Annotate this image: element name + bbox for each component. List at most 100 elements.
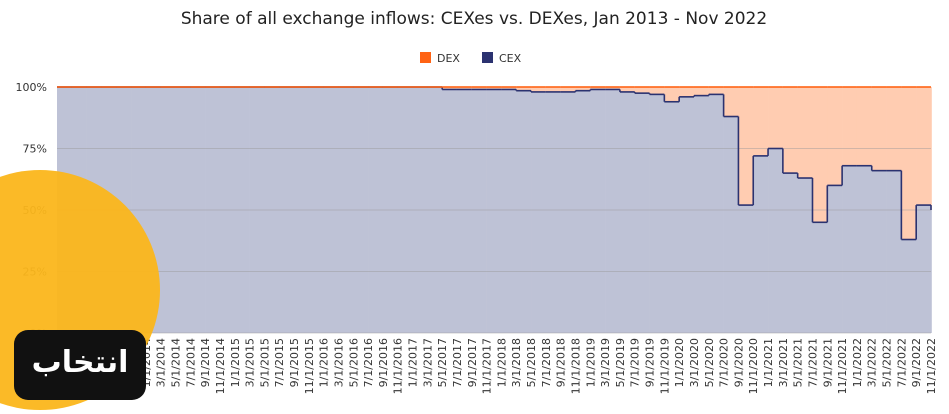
area-segment xyxy=(842,165,858,333)
area-segment xyxy=(649,94,665,333)
area-segment xyxy=(738,87,754,206)
area-segment xyxy=(456,87,473,90)
area-segment xyxy=(560,91,576,333)
area-segment xyxy=(590,89,606,334)
x-tick-label: 9/1/2020 xyxy=(732,338,745,387)
x-tick-label: 3/1/2022 xyxy=(866,338,879,387)
x-tick-label: 5/1/2022 xyxy=(881,338,894,387)
x-tick-label: 7/1/2017 xyxy=(451,338,464,387)
y-tick-label: 100% xyxy=(16,81,47,94)
x-tick-label: 7/1/2018 xyxy=(540,338,553,387)
area-segment xyxy=(693,87,710,96)
area-segment xyxy=(797,87,813,179)
x-tick-label: 3/1/2017 xyxy=(421,338,434,387)
area-segment xyxy=(842,87,858,166)
x-tick-label: 9/1/2015 xyxy=(288,338,301,387)
area-segment xyxy=(471,87,487,90)
area-segment xyxy=(886,87,902,171)
area-segment xyxy=(723,87,739,117)
x-tick-label: 9/1/2018 xyxy=(555,338,568,387)
area-segment xyxy=(693,95,710,333)
x-tick-label: 11/1/2019 xyxy=(658,338,671,394)
area-segment xyxy=(886,170,902,333)
x-tick-label: 9/1/2019 xyxy=(644,338,657,387)
x-tick-label: 7/1/2014 xyxy=(184,338,197,387)
area-segment xyxy=(827,185,843,333)
area-segment xyxy=(708,87,724,95)
area-segment xyxy=(723,116,739,334)
area-segment xyxy=(531,91,547,333)
legend-swatch xyxy=(420,52,431,63)
watermark: انتخاب xyxy=(0,170,160,410)
x-tick-label: 3/1/2021 xyxy=(777,338,790,387)
x-tick-label: 11/1/2015 xyxy=(303,338,316,394)
x-tick-label: 11/1/2016 xyxy=(392,338,405,394)
x-tick-label: 3/1/2016 xyxy=(332,338,345,387)
watermark-box xyxy=(14,330,146,400)
legend-label: DEX xyxy=(437,52,460,65)
x-tick-label: 11/1/2014 xyxy=(214,338,227,394)
area-segment xyxy=(486,87,502,90)
area-segment xyxy=(545,91,561,333)
x-tick-label: 5/1/2015 xyxy=(258,338,271,387)
area-segment xyxy=(708,94,724,333)
area-segment xyxy=(827,87,843,186)
area-segment xyxy=(516,87,532,91)
x-tick-label: 5/1/2020 xyxy=(703,338,716,387)
area-segment xyxy=(590,87,606,90)
x-tick-label: 1/1/2021 xyxy=(762,338,775,387)
x-tick-label: 7/1/2022 xyxy=(895,338,908,387)
x-tick-label: 1/1/2017 xyxy=(407,338,420,387)
x-tick-label: 3/1/2014 xyxy=(155,338,168,387)
x-tick-label: 11/1/2017 xyxy=(481,338,494,394)
x-tick-label: 9/1/2017 xyxy=(466,338,479,387)
area-segment xyxy=(456,89,473,334)
x-tick-label: 5/1/2016 xyxy=(347,338,360,387)
area-segment xyxy=(871,170,887,333)
area-segment xyxy=(575,90,591,333)
area-segment xyxy=(664,101,680,333)
area-segment xyxy=(531,87,547,92)
area-segment xyxy=(634,93,650,334)
area-segment xyxy=(619,91,636,333)
area-segment xyxy=(501,87,517,90)
area-segment xyxy=(442,89,458,334)
area-segment xyxy=(753,155,769,333)
chart-title: Share of all exchange inflows: CEXes vs.… xyxy=(181,9,767,29)
x-tick-label: 11/1/2020 xyxy=(747,338,760,394)
x-tick-label: 1/1/2016 xyxy=(318,338,331,387)
area-segment xyxy=(679,87,695,97)
y-tick-label: 75% xyxy=(23,143,47,156)
area-segment xyxy=(486,89,502,334)
x-tick-label: 3/1/2020 xyxy=(688,338,701,387)
area-segment xyxy=(679,96,695,333)
x-tick-label: 9/1/2014 xyxy=(199,338,212,387)
x-tick-label: 9/1/2022 xyxy=(910,338,923,387)
legend-swatch xyxy=(482,52,493,63)
area-segment xyxy=(442,87,458,90)
x-tick-label: 7/1/2019 xyxy=(629,338,642,387)
x-tick-label: 3/1/2019 xyxy=(599,338,612,387)
x-tick-label: 7/1/2015 xyxy=(273,338,286,387)
x-tick-label: 5/1/2017 xyxy=(436,338,449,387)
x-tick-label: 5/1/2019 xyxy=(614,338,627,387)
area-segment xyxy=(797,178,813,333)
x-tick-label: 11/1/2018 xyxy=(569,338,582,394)
x-tick-label: 11/1/2021 xyxy=(836,338,849,394)
watermark-text: انتخاب xyxy=(32,345,129,380)
area-segment xyxy=(931,87,932,210)
x-tick-label: 7/1/2020 xyxy=(718,338,731,387)
area-segment xyxy=(768,87,784,149)
area-segment xyxy=(501,89,517,334)
x-tick-label: 1/1/2020 xyxy=(673,338,686,387)
x-tick-label: 1/1/2015 xyxy=(229,338,242,387)
area-segment xyxy=(471,89,487,334)
area-segment xyxy=(768,148,784,333)
area-segment xyxy=(871,87,887,171)
area-segment xyxy=(931,210,932,333)
area-segment xyxy=(605,87,621,90)
area-segment xyxy=(812,222,828,333)
x-tick-label: 9/1/2016 xyxy=(377,338,390,387)
area-segment xyxy=(605,89,621,334)
area-segment xyxy=(856,87,873,166)
